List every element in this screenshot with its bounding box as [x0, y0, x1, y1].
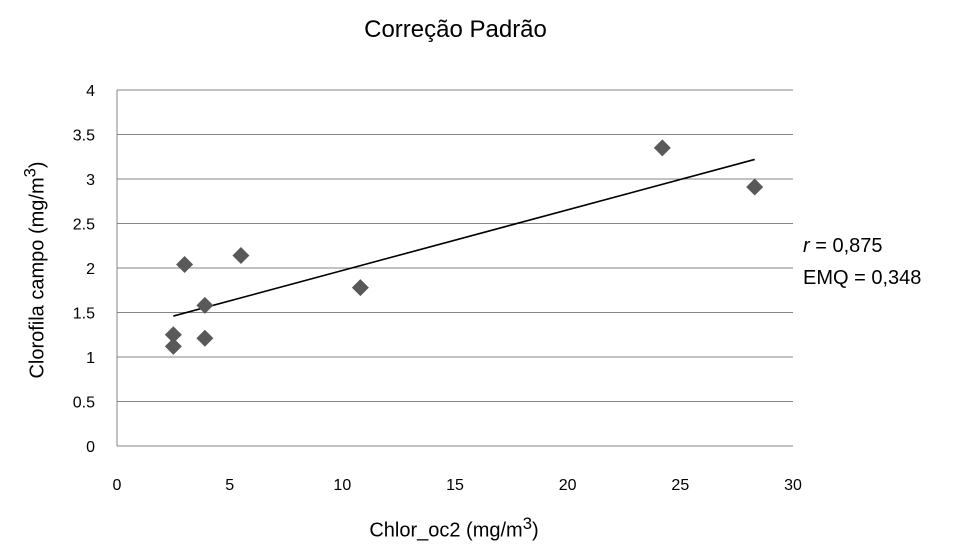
data-point [164, 326, 182, 344]
x-tick-label: 30 [784, 477, 802, 494]
data-point [196, 329, 214, 347]
fit-statistics: r = 0,875 EMQ = 0,348 [803, 230, 921, 294]
x-tick-label: 10 [333, 477, 351, 494]
x-tick-label: 25 [671, 477, 689, 494]
trendline [173, 158, 755, 317]
data-point [176, 255, 194, 273]
data-point [746, 178, 764, 196]
y-tick-label: 0 [86, 439, 95, 456]
y-tick-label: 0.5 [73, 395, 95, 412]
y-tick-label: 1 [86, 350, 95, 367]
data-point [196, 296, 214, 314]
data-point [232, 247, 250, 265]
y-tick-label: 2 [86, 261, 95, 278]
data-point [164, 337, 182, 355]
x-tick-label: 15 [446, 477, 464, 494]
y-tick-label: 1.5 [73, 306, 95, 323]
r-value: r = 0,875 [803, 235, 883, 257]
y-tick-label: 2.5 [73, 217, 95, 234]
x-tick-label: 0 [113, 477, 122, 494]
emq-value: EMQ = 0,348 [803, 267, 922, 289]
x-tick-label: 20 [559, 477, 577, 494]
chart-title: Correção Padrão [364, 16, 547, 43]
y-tick-label: 3 [86, 172, 95, 189]
x-axis-label: Chlor_oc2 (mg/m3) [369, 514, 539, 542]
data-point [351, 279, 369, 297]
data-point [653, 139, 671, 157]
y-tick-label: 4 [86, 83, 95, 100]
y-tick-label: 3.5 [73, 128, 95, 145]
x-tick-label: 5 [225, 477, 234, 494]
